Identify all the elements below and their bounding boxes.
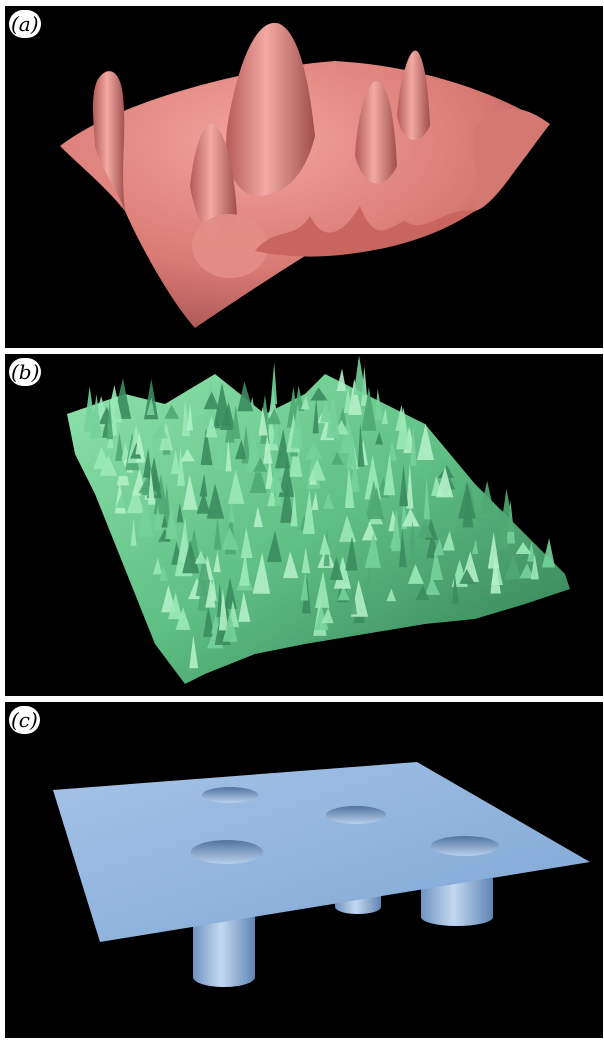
hole-back-right [326,806,386,824]
smooth-surface-render [5,6,603,348]
hole-back-left [202,787,258,803]
noise-spike [271,362,278,404]
panel-a-smooth-surface: (a) [5,6,603,348]
peak-right-2 [397,50,430,139]
plate-render [5,702,603,1038]
plate [53,762,590,942]
noise-spike [336,368,346,391]
rough-surface-render [5,354,603,696]
panel-label: (a) [9,10,41,38]
wave-right [474,109,550,211]
dome [192,214,268,278]
panel-b-rough-surface: (b) [5,354,603,696]
panel-label: (b) [9,358,41,386]
panel-label: (c) [9,706,40,734]
hole-front-right [431,836,499,856]
panel-c-plate-with-holes: (c) [5,702,603,1038]
hole-front-left [191,840,263,864]
noise-spike [542,538,555,567]
